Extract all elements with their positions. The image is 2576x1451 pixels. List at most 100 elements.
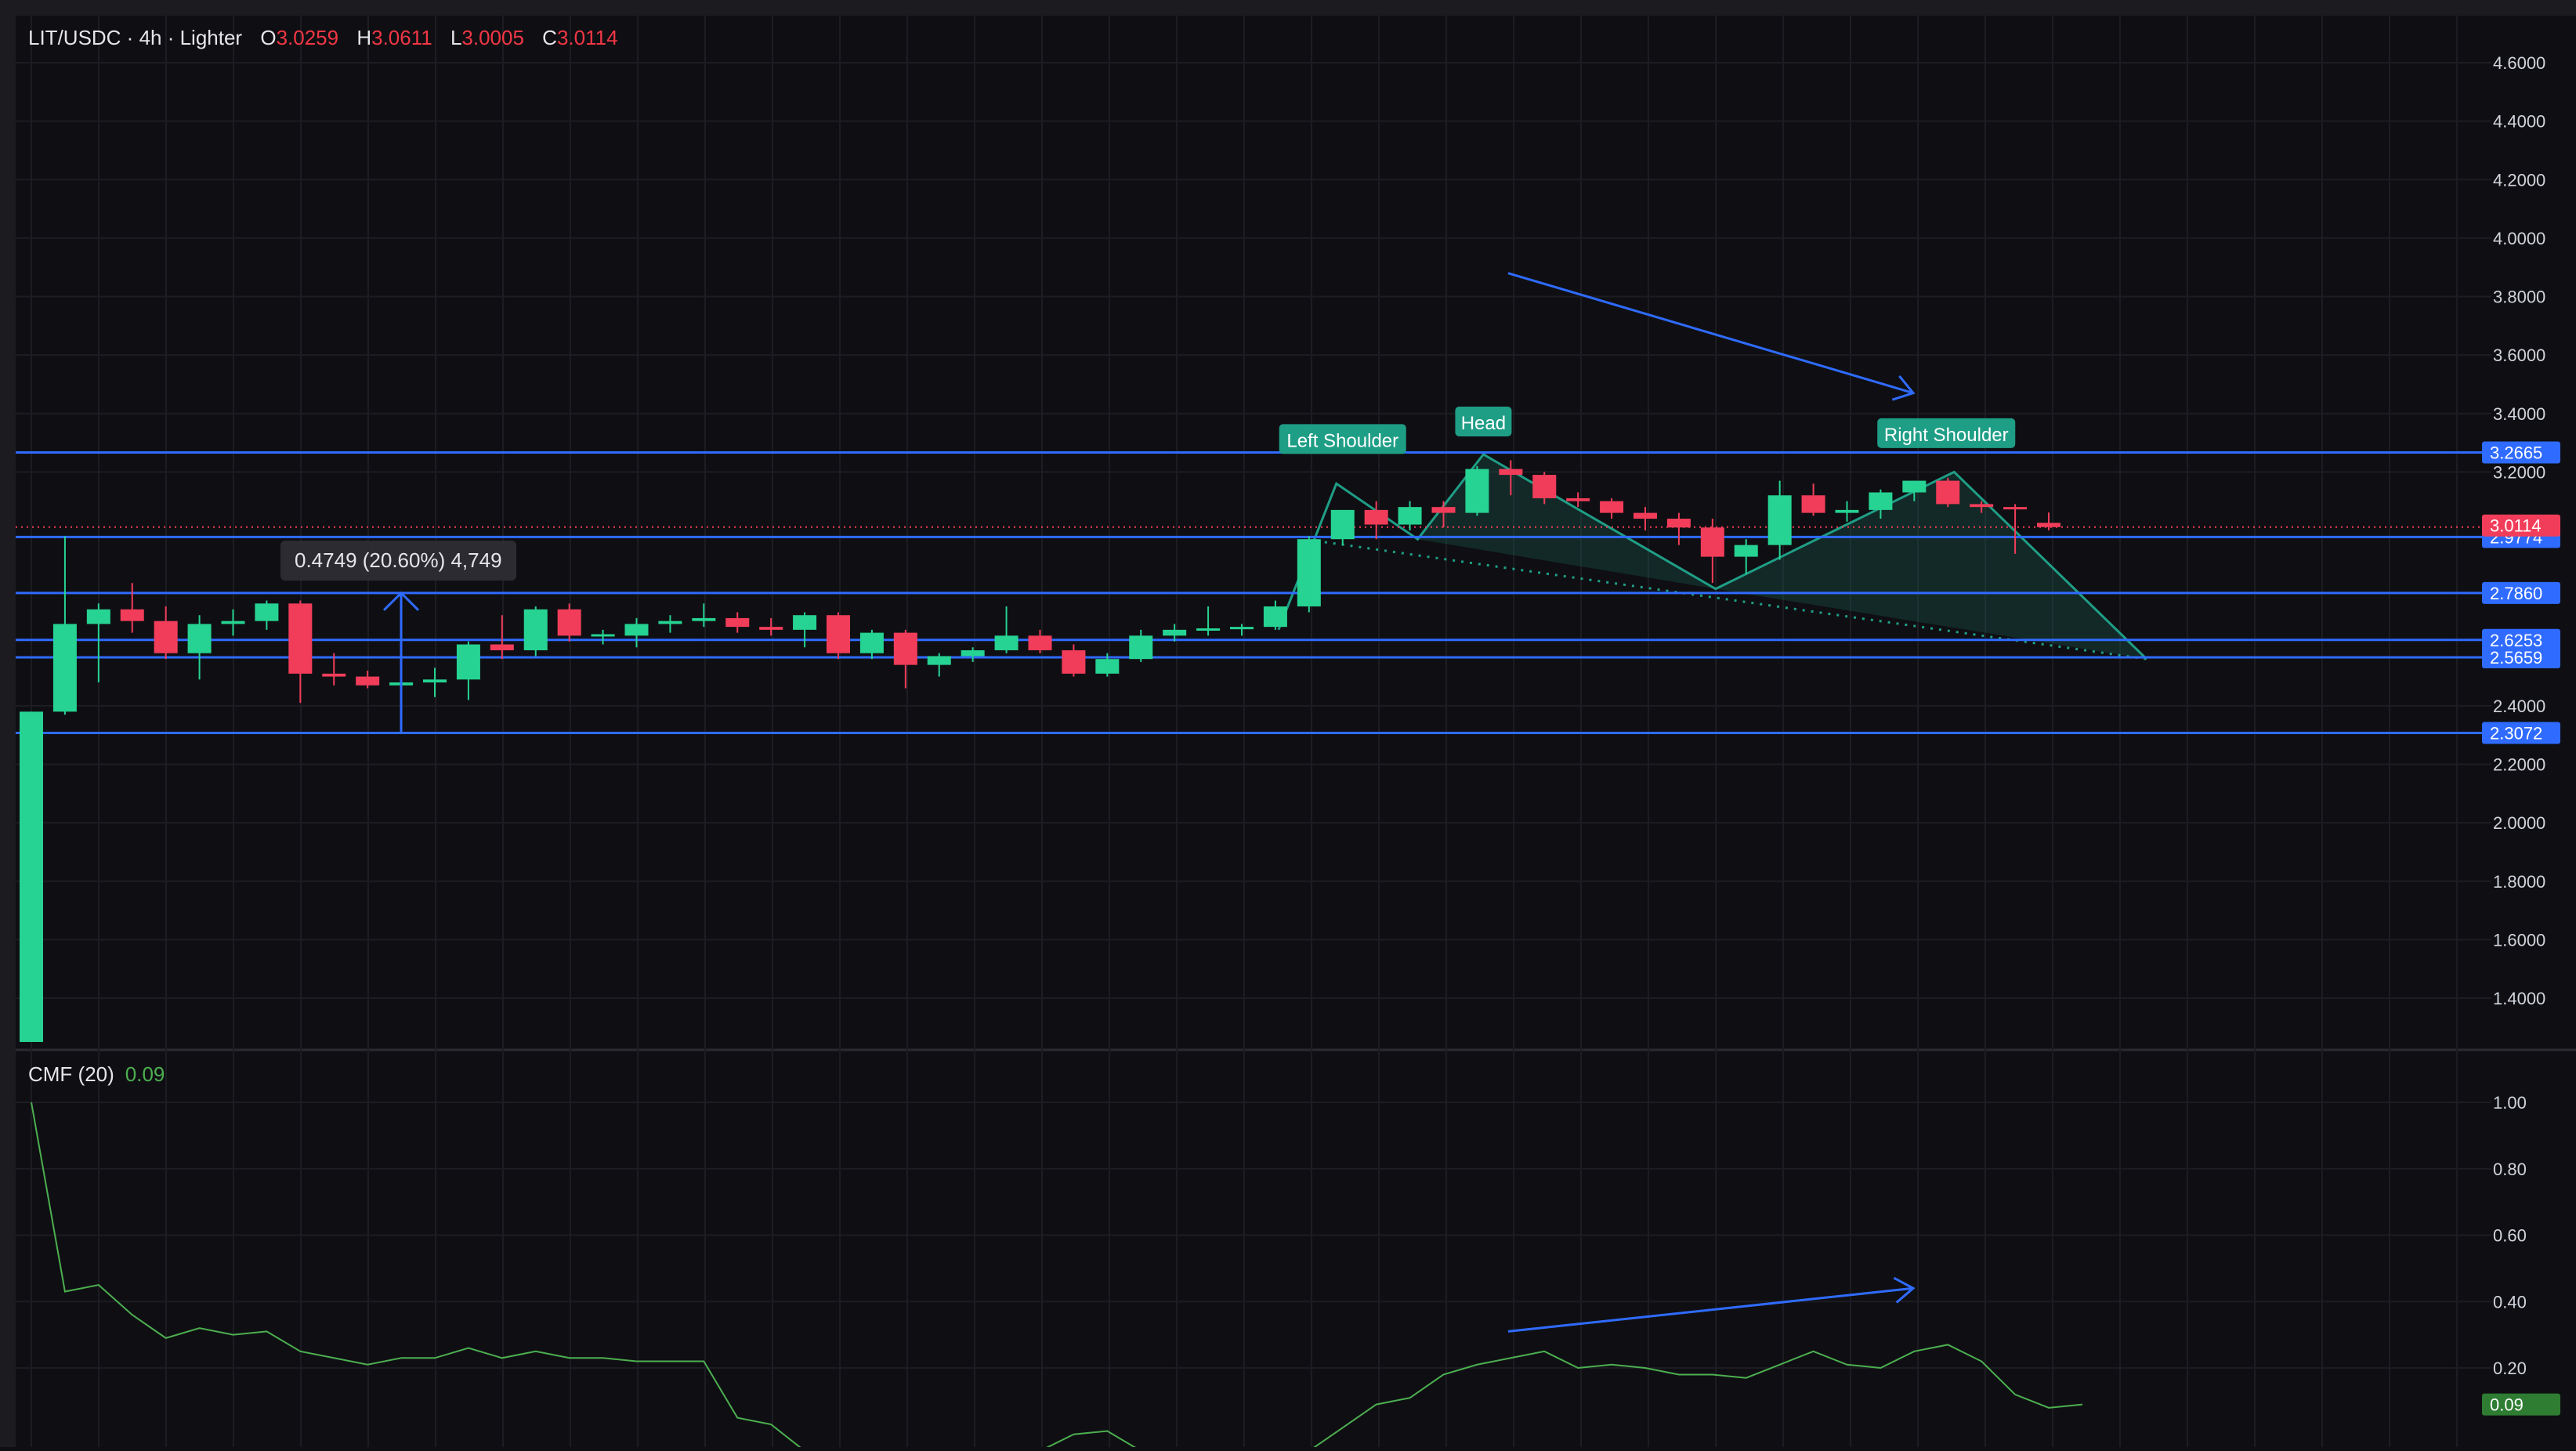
price-axis-tick: 3.4000 [2493,404,2545,424]
candle-body[interactable] [1835,509,1859,513]
candle-body[interactable] [658,621,682,624]
symbol-text[interactable]: LIT/USDC · 4h · Lighter [28,26,243,49]
candle-body[interactable] [86,609,110,624]
candle-body[interactable] [1767,495,1792,545]
low-label: L [450,26,462,49]
candle-body[interactable] [1465,469,1489,513]
pattern-label: Left Shoulder [1286,430,1398,451]
pattern-label-bg [1877,418,2016,448]
candle-body[interactable] [893,632,917,665]
candle-body[interactable] [20,711,43,1042]
candle-body[interactable] [1532,475,1557,498]
price-axis-tick: 4.6000 [2493,53,2545,73]
level-axis-label: 3.2665 [2490,443,2542,463]
cmf-trend-arrow-head [1893,1276,1916,1304]
candle-body[interactable] [523,609,548,650]
cmf-line [31,1102,2083,1451]
candle-body[interactable] [1902,480,1927,493]
candle-body[interactable] [356,676,380,686]
candle-body[interactable] [490,644,514,650]
candle-body[interactable] [1734,545,1758,557]
candle-body[interactable] [1062,650,1086,674]
candle-body[interactable] [120,609,144,621]
price-axis-tick: 4.0000 [2493,229,2545,248]
candle-body[interactable] [927,656,951,665]
candle-body[interactable] [1869,492,1893,510]
measure-arrow-head [382,591,420,611]
candle-body[interactable] [1163,629,1187,636]
candle-body[interactable] [1095,659,1120,674]
candle-body[interactable] [759,627,783,630]
level-axis-label-bg [2482,628,2560,651]
candle-body[interactable] [52,624,77,712]
candle-body[interactable] [322,673,346,677]
cmf-legend[interactable]: CMF (20) 0.09 [28,1062,165,1087]
candle-body[interactable] [994,635,1018,650]
candle-body[interactable] [1196,628,1221,631]
cmf-last-value-label-bg [2482,1393,2560,1416]
cmf-axis-tick: 0.40 [2493,1292,2527,1312]
open-label: O [260,26,277,49]
candle-body[interactable] [1431,507,1456,513]
candle-body[interactable] [255,603,279,621]
symbol-legend: LIT/USDC · 4h · Lighter O3.0259 H3.0611 … [28,26,618,50]
price-trend-arrow [1507,272,1914,395]
cmf-axis-tick: 0.20 [2493,1359,2527,1378]
candle-body[interactable] [1700,527,1724,557]
candle-body[interactable] [1263,606,1287,628]
close-label: C [542,26,557,49]
candle-body[interactable] [1499,469,1523,476]
price-axis-tick: 3.6000 [2493,346,2545,365]
candle-body[interactable] [1801,495,1825,513]
price-axis-tick: 3.8000 [2493,288,2545,307]
candle-body[interactable] [1970,504,1994,508]
level-axis-label: 2.5659 [2490,648,2542,668]
price-axis-tick: 2.4000 [2493,697,2545,716]
candle-body[interactable] [154,621,178,653]
candle-body[interactable] [1634,512,1657,519]
candle-body[interactable] [591,634,615,637]
candle-body[interactable] [1566,498,1590,501]
price-axis-tick: 4.4000 [2493,112,2545,132]
candle-body[interactable] [423,679,447,683]
candle-body[interactable] [1364,509,1388,525]
candle-body[interactable] [187,624,212,653]
candle-body[interactable] [793,615,817,630]
candle-body[interactable] [1230,627,1254,630]
candle-body[interactable] [961,650,985,657]
price-axis-tick: 4.2000 [2493,170,2545,190]
candle-body[interactable] [221,621,245,624]
candle-body[interactable] [1297,539,1321,607]
candle-body[interactable] [557,609,581,636]
candle-body[interactable] [1936,480,1960,505]
high-label: H [356,26,372,49]
right-shoulder-fill [1715,472,2147,660]
candle-body[interactable] [859,632,884,653]
candle-body[interactable] [1600,501,1624,513]
candle-body[interactable] [827,615,850,653]
price-axis-tick: 1.4000 [2493,989,2545,1008]
candle-body[interactable] [456,644,480,680]
high-value: 3.0611 [371,26,432,49]
cmf-trend-arrow [1507,1286,1914,1333]
top-border [0,0,2576,16]
candle-body[interactable] [725,617,750,628]
candle-body[interactable] [1028,635,1052,650]
candle-body[interactable] [624,624,649,636]
pattern-label: Right Shoulder [1884,425,2009,446]
candle-body[interactable] [1398,507,1422,525]
candle-body[interactable] [288,603,313,674]
candle-body[interactable] [2037,523,2060,527]
candle-body[interactable] [1129,635,1153,660]
pattern-label-bg [1455,406,1512,436]
price-axis-tick: 2.2000 [2493,755,2545,775]
candle-body[interactable] [1666,519,1691,528]
candle-body[interactable] [692,617,716,621]
candle-body[interactable] [1330,509,1355,540]
candle-body[interactable] [2003,507,2028,510]
neckline-dotted [1324,541,2147,660]
cmf-axis-tick: 0.80 [2493,1160,2527,1179]
cmf-axis-tick: 0.60 [2493,1226,2527,1246]
